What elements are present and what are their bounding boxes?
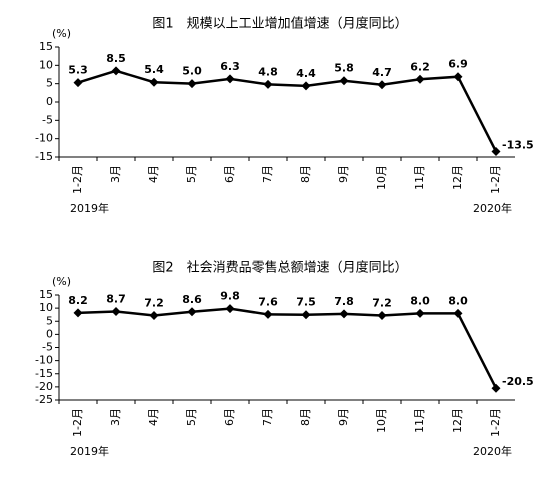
x-tick-label: 12月 — [451, 165, 464, 190]
point — [339, 76, 349, 86]
x-tick-label: 4月 — [147, 408, 160, 426]
value-label: 6.2 — [410, 60, 430, 73]
x-tick-label: 11月 — [413, 408, 426, 433]
y-tick-label: 15 — [39, 288, 53, 301]
x-tick-label: 1-2月 — [71, 408, 84, 437]
x-tick-label: 6月 — [223, 165, 236, 183]
y-tick-label: -10 — [35, 354, 53, 367]
y-tick-label: -5 — [42, 113, 53, 126]
value-label: 8.2 — [68, 294, 88, 307]
point — [415, 74, 425, 84]
point — [339, 309, 349, 319]
x-tick-label: 8月 — [299, 408, 312, 426]
y-tick-label: 0 — [46, 327, 53, 340]
point — [187, 307, 197, 317]
x-tick-label: 9月 — [337, 165, 350, 183]
x-tick-label: 8月 — [299, 165, 312, 183]
y-tick-label: -5 — [42, 341, 53, 354]
point — [491, 383, 501, 393]
point — [149, 77, 159, 87]
value-label: 8.0 — [410, 294, 430, 307]
value-label: 5.4 — [144, 63, 164, 76]
x-tick-label: 1-2月 — [489, 165, 502, 194]
point — [225, 74, 235, 84]
x-tick-label: 3月 — [109, 165, 122, 183]
series-line — [77, 69, 498, 153]
value-label: 5.8 — [334, 62, 354, 75]
y-tick-label: -25 — [35, 393, 53, 406]
y-axis-label: (%) — [52, 275, 71, 288]
point — [73, 308, 83, 318]
value-label: 7.5 — [296, 296, 316, 309]
value-label: 6.3 — [220, 60, 240, 73]
y-tick-label: 10 — [39, 301, 53, 314]
value-label: 8.7 — [106, 293, 126, 306]
value-label: 7.2 — [372, 296, 392, 309]
year-label: 2020年 — [473, 201, 512, 215]
x-tick-label: 5月 — [185, 408, 198, 426]
value-label: 8.6 — [182, 293, 202, 306]
value-label: 7.6 — [258, 295, 278, 308]
point — [453, 72, 463, 82]
value-label: 7.2 — [144, 296, 164, 309]
point — [491, 147, 501, 156]
point — [415, 308, 425, 318]
point — [263, 309, 273, 319]
value-label: 4.4 — [296, 67, 316, 80]
value-label: 8.0 — [448, 294, 468, 307]
x-tick-label: 6月 — [223, 408, 236, 426]
x-tick-label: 10月 — [375, 408, 388, 433]
y-tick-label: -15 — [35, 367, 53, 380]
x-tick-label: 7月 — [261, 408, 274, 426]
chart-title: 图1 规模以上工业增加值增速（月度同比） — [152, 16, 407, 32]
point — [453, 308, 463, 318]
x-tick-label: 5月 — [185, 165, 198, 183]
y-tick-label: -15 — [35, 150, 53, 163]
year-label: 2019年 — [70, 444, 109, 458]
x-tick-label: 12月 — [451, 408, 464, 433]
x-tick-label: 1-2月 — [71, 165, 84, 194]
y-tick-label: 15 — [39, 40, 53, 53]
series-line — [77, 307, 498, 389]
value-label: 7.8 — [334, 295, 354, 308]
point — [73, 78, 83, 88]
x-tick-label: 10月 — [375, 165, 388, 190]
x-tick-label: 11月 — [413, 165, 426, 190]
value-label: -13.5 — [502, 139, 534, 152]
point — [111, 66, 121, 76]
y-tick-label: 5 — [46, 314, 53, 327]
y-tick-label: 5 — [46, 77, 53, 90]
y-tick-label: -10 — [35, 132, 53, 145]
x-tick-label: 3月 — [109, 408, 122, 426]
y-tick-label: 0 — [46, 95, 53, 108]
value-label: 8.5 — [106, 52, 126, 65]
value-label: 5.3 — [68, 64, 88, 77]
value-label: 4.8 — [258, 65, 278, 78]
x-tick-label: 4月 — [147, 165, 160, 183]
value-label: -20.5 — [502, 375, 534, 388]
point — [301, 81, 311, 91]
value-label: 9.8 — [220, 290, 240, 303]
point — [225, 304, 235, 314]
year-label: 2020年 — [473, 444, 512, 458]
point — [301, 310, 311, 320]
value-label: 6.9 — [448, 58, 468, 71]
point — [377, 80, 387, 90]
chart-title: 图2 社会消费品零售总额增速（月度同比） — [152, 260, 407, 276]
year-label: 2019年 — [70, 201, 109, 215]
point — [263, 79, 273, 89]
y-tick-label: -20 — [35, 380, 53, 393]
value-label: 4.7 — [372, 66, 392, 79]
x-tick-label: 1-2月 — [489, 408, 502, 437]
x-tick-label: 7月 — [261, 165, 274, 183]
point — [149, 310, 159, 320]
y-tick-label: 10 — [39, 58, 53, 71]
point — [187, 79, 197, 89]
y-axis-label: (%) — [52, 27, 71, 40]
value-label: 5.0 — [182, 65, 202, 78]
point — [377, 310, 387, 320]
point — [111, 307, 121, 317]
x-tick-label: 9月 — [337, 408, 350, 426]
